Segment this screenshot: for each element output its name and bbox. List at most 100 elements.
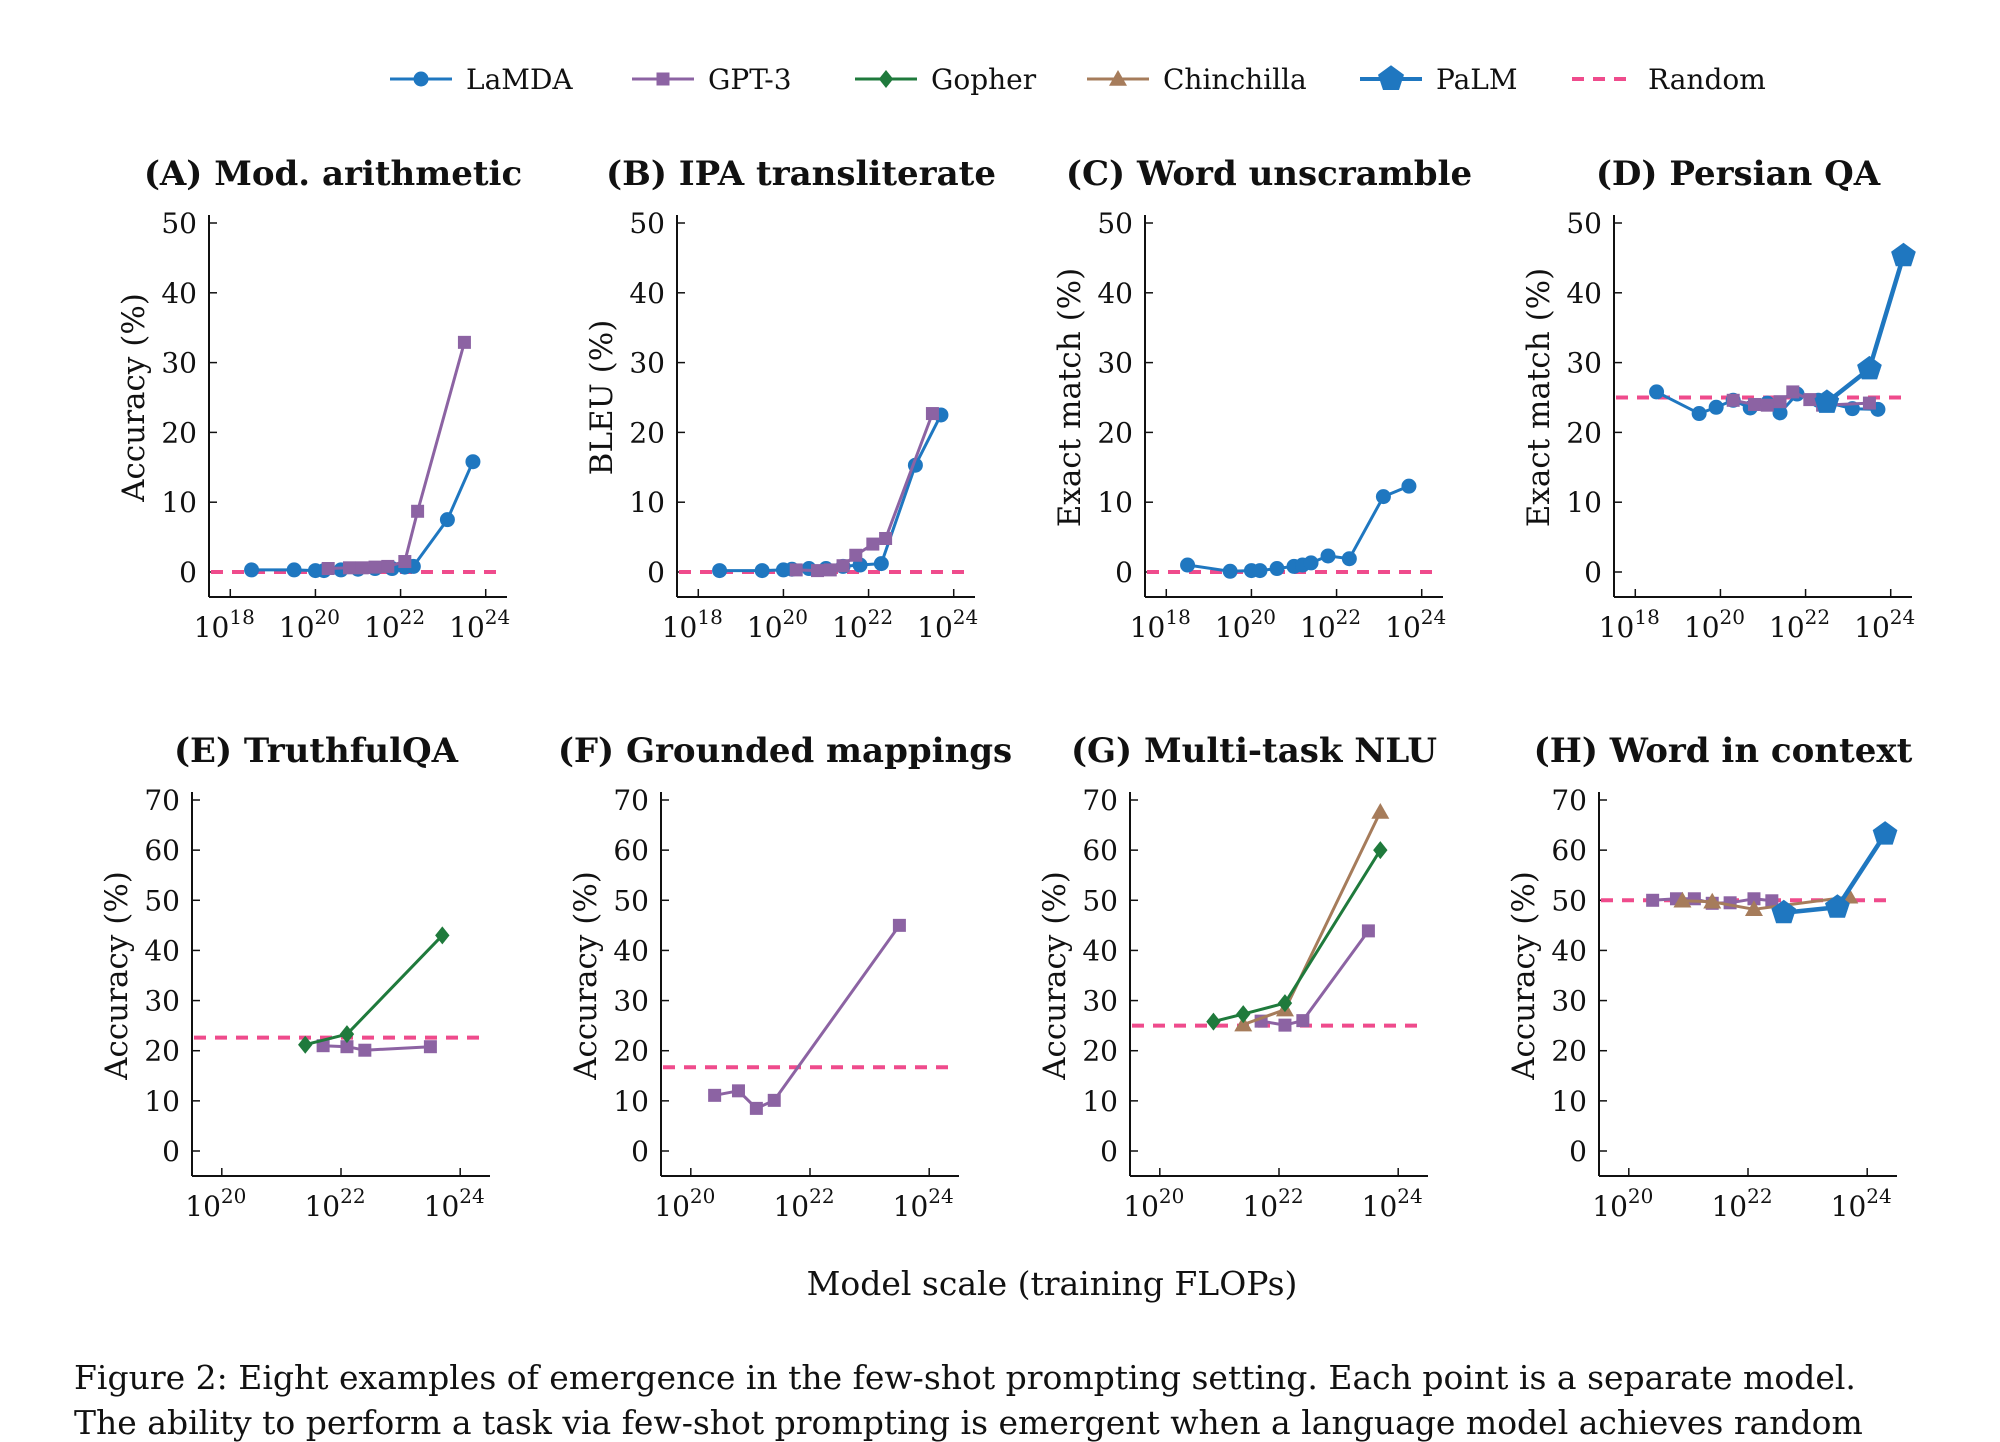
point-palm (1857, 355, 1882, 380)
series-line-gopher (1213, 849, 1382, 1024)
legend-marker-gpt-3 (656, 72, 670, 86)
y-tick-label: 30 (1082, 985, 1118, 1018)
point-gpt-3 (368, 560, 382, 574)
legend-item-lamda: LaMDA (390, 63, 573, 96)
point-gopher (1373, 841, 1388, 860)
series-line-lamda (719, 414, 943, 573)
y-tick-label: 0 (1115, 556, 1133, 589)
point-palm (1825, 894, 1850, 918)
point-gpt-3 (398, 555, 412, 569)
x-tick-label: 1022 (773, 1184, 834, 1223)
y-axis-label: BLEU (%) (584, 320, 620, 476)
legend-item-random: Random (1572, 63, 1766, 96)
legend-item-chinchilla: Chinchilla (1087, 63, 1307, 96)
panel-title: (B) IPA transliterate (606, 154, 996, 194)
point-lamda (1375, 489, 1391, 505)
series-lamda (712, 407, 949, 579)
panel-title: (D) Persian QA (1596, 154, 1881, 194)
series-gopher (298, 926, 450, 1054)
y-tick-label: 40 (629, 277, 665, 310)
x-tick-label: 1022 (1769, 605, 1830, 644)
x-tick-label: 1020 (1123, 1184, 1184, 1223)
point-chinchilla (1234, 1015, 1253, 1032)
x-tick-label: 1022 (304, 1184, 365, 1223)
point-lamda (754, 563, 770, 579)
series-line-gpt-3 (328, 341, 466, 570)
y-tick-label: 30 (1551, 985, 1587, 1018)
point-palm (1814, 389, 1840, 413)
y-tick-label: 20 (144, 1035, 180, 1068)
y-tick-label: 0 (1584, 556, 1602, 589)
point-lamda (1180, 557, 1196, 573)
series-palm (1814, 242, 1916, 413)
y-tick-label: 40 (1551, 934, 1587, 967)
series-line-gpt-3 (1260, 930, 1370, 1027)
y-tick-label: 20 (629, 416, 665, 449)
point-gpt-3 (1296, 1014, 1310, 1028)
x-tick-label: 1020 (747, 605, 808, 644)
x-tick-label: 1022 (1711, 1184, 1772, 1223)
point-chinchilla (1744, 900, 1763, 917)
legend-item-gpt-3: GPT-3 (632, 63, 792, 96)
point-gpt-3 (1760, 398, 1774, 412)
y-tick-label: 0 (179, 556, 197, 589)
point-gpt-3 (879, 531, 893, 545)
y-tick-label: 60 (1082, 834, 1118, 867)
y-tick-label: 30 (144, 985, 180, 1018)
y-tick-label: 50 (1082, 884, 1118, 917)
y-tick-label: 20 (613, 1035, 649, 1068)
x-tick-label: 1020 (279, 605, 340, 644)
x-tick-label: 1024 (449, 605, 510, 644)
panel-title: (F) Grounded mappings (558, 731, 1012, 771)
point-gpt-3 (457, 335, 471, 349)
point-gpt-3 (423, 1040, 437, 1054)
y-tick-label: 40 (1566, 277, 1602, 310)
x-tick-label: 1022 (1242, 1184, 1303, 1223)
y-tick-label: 30 (1566, 347, 1602, 380)
x-tick-label: 1018 (1130, 605, 1191, 644)
point-gpt-3 (823, 563, 837, 577)
point-palm (1771, 899, 1797, 924)
legend-item-gopher: Gopher (855, 63, 1037, 96)
y-tick-label: 10 (1566, 486, 1602, 519)
point-gpt-3 (789, 563, 803, 577)
point-lamda (1222, 563, 1238, 579)
y-tick-label: 50 (613, 884, 649, 917)
point-gpt-3 (1687, 892, 1701, 906)
y-tick-label: 70 (144, 784, 180, 817)
y-axis-label: Accuracy (%) (568, 871, 604, 1081)
x-tick-label: 1022 (364, 605, 425, 644)
y-tick-label: 40 (161, 277, 197, 310)
series-line-chinchilla (1682, 895, 1850, 911)
legend-item-palm: PaLM (1360, 63, 1518, 96)
y-tick-label: 40 (1082, 934, 1118, 967)
point-gpt-3 (1747, 892, 1761, 906)
point-chinchilla (1371, 803, 1390, 819)
point-gpt-3 (925, 407, 939, 421)
point-gpt-3 (340, 1040, 354, 1054)
y-axis-label: Accuracy (%) (1506, 871, 1542, 1081)
y-tick-label: 40 (144, 934, 180, 967)
point-gpt-3 (1803, 393, 1817, 407)
legend-marker-palm (1378, 65, 1404, 90)
point-gpt-3 (1786, 385, 1800, 399)
y-tick-label: 50 (1551, 884, 1587, 917)
y-tick-label: 20 (1551, 1035, 1587, 1068)
x-tick-label: 1024 (1362, 1184, 1423, 1223)
series-line-chinchilla (1242, 811, 1382, 1027)
y-tick-label: 50 (1097, 207, 1133, 240)
y-tick-label: 0 (1100, 1135, 1118, 1168)
point-gpt-3 (767, 1093, 781, 1107)
series-gopher (1206, 841, 1388, 1031)
point-gpt-3 (1862, 396, 1876, 410)
point-chinchilla (1703, 892, 1722, 909)
point-palm (1891, 242, 1916, 267)
panel-title: (A) Mod. arithmetic (144, 154, 522, 194)
y-tick-label: 30 (161, 347, 197, 380)
point-gpt-3 (1747, 397, 1761, 411)
panel-title: (H) Word in context (1534, 731, 1913, 771)
point-gpt-3 (321, 562, 335, 576)
y-tick-label: 10 (1551, 1085, 1587, 1118)
